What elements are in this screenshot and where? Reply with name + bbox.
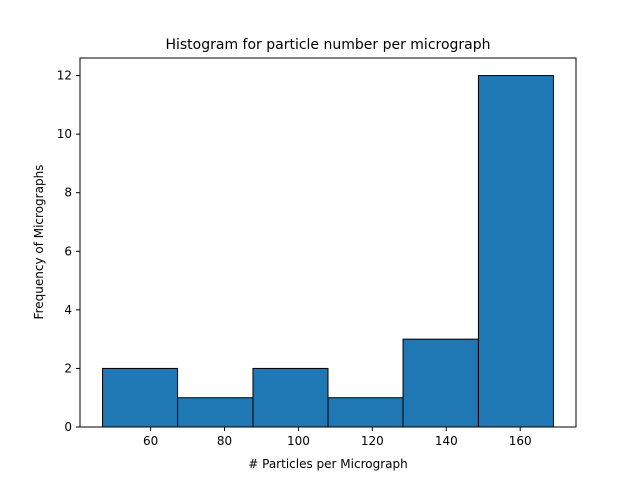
y-tick-label: 10 bbox=[57, 127, 72, 141]
x-tick-label: 160 bbox=[509, 434, 532, 448]
chart-title: Histogram for particle number per microg… bbox=[165, 37, 490, 53]
x-tick-label: 80 bbox=[217, 434, 232, 448]
y-axis-label: Frequency of Micrographs bbox=[32, 165, 46, 320]
x-tick-label: 140 bbox=[435, 434, 458, 448]
histogram-bar-5 bbox=[402, 338, 479, 428]
histogram-bar-4 bbox=[327, 397, 404, 428]
x-tick-label: 120 bbox=[361, 434, 384, 448]
histogram-bar-6 bbox=[477, 75, 554, 428]
y-tick-label: 2 bbox=[64, 361, 72, 375]
x-tick-label: 60 bbox=[143, 434, 158, 448]
histogram-bar-1 bbox=[102, 367, 179, 428]
axes-frame bbox=[79, 57, 577, 428]
y-tick-label: 6 bbox=[64, 244, 72, 258]
histogram-bar-2 bbox=[177, 397, 254, 428]
y-axis-ticks: 0 2 4 6 8 10 12 bbox=[57, 69, 80, 434]
bars-group bbox=[102, 75, 554, 428]
x-tick-label: 100 bbox=[287, 434, 310, 448]
y-tick-label: 8 bbox=[64, 186, 72, 200]
y-tick-label: 4 bbox=[64, 303, 72, 317]
x-axis-label: # Particles per Micrograph bbox=[248, 457, 407, 471]
y-tick-label: 0 bbox=[64, 420, 72, 434]
y-tick-label: 12 bbox=[57, 69, 72, 83]
x-axis-ticks: 60 80 100 120 140 160 bbox=[143, 427, 532, 448]
histogram-bar-3 bbox=[252, 367, 329, 428]
